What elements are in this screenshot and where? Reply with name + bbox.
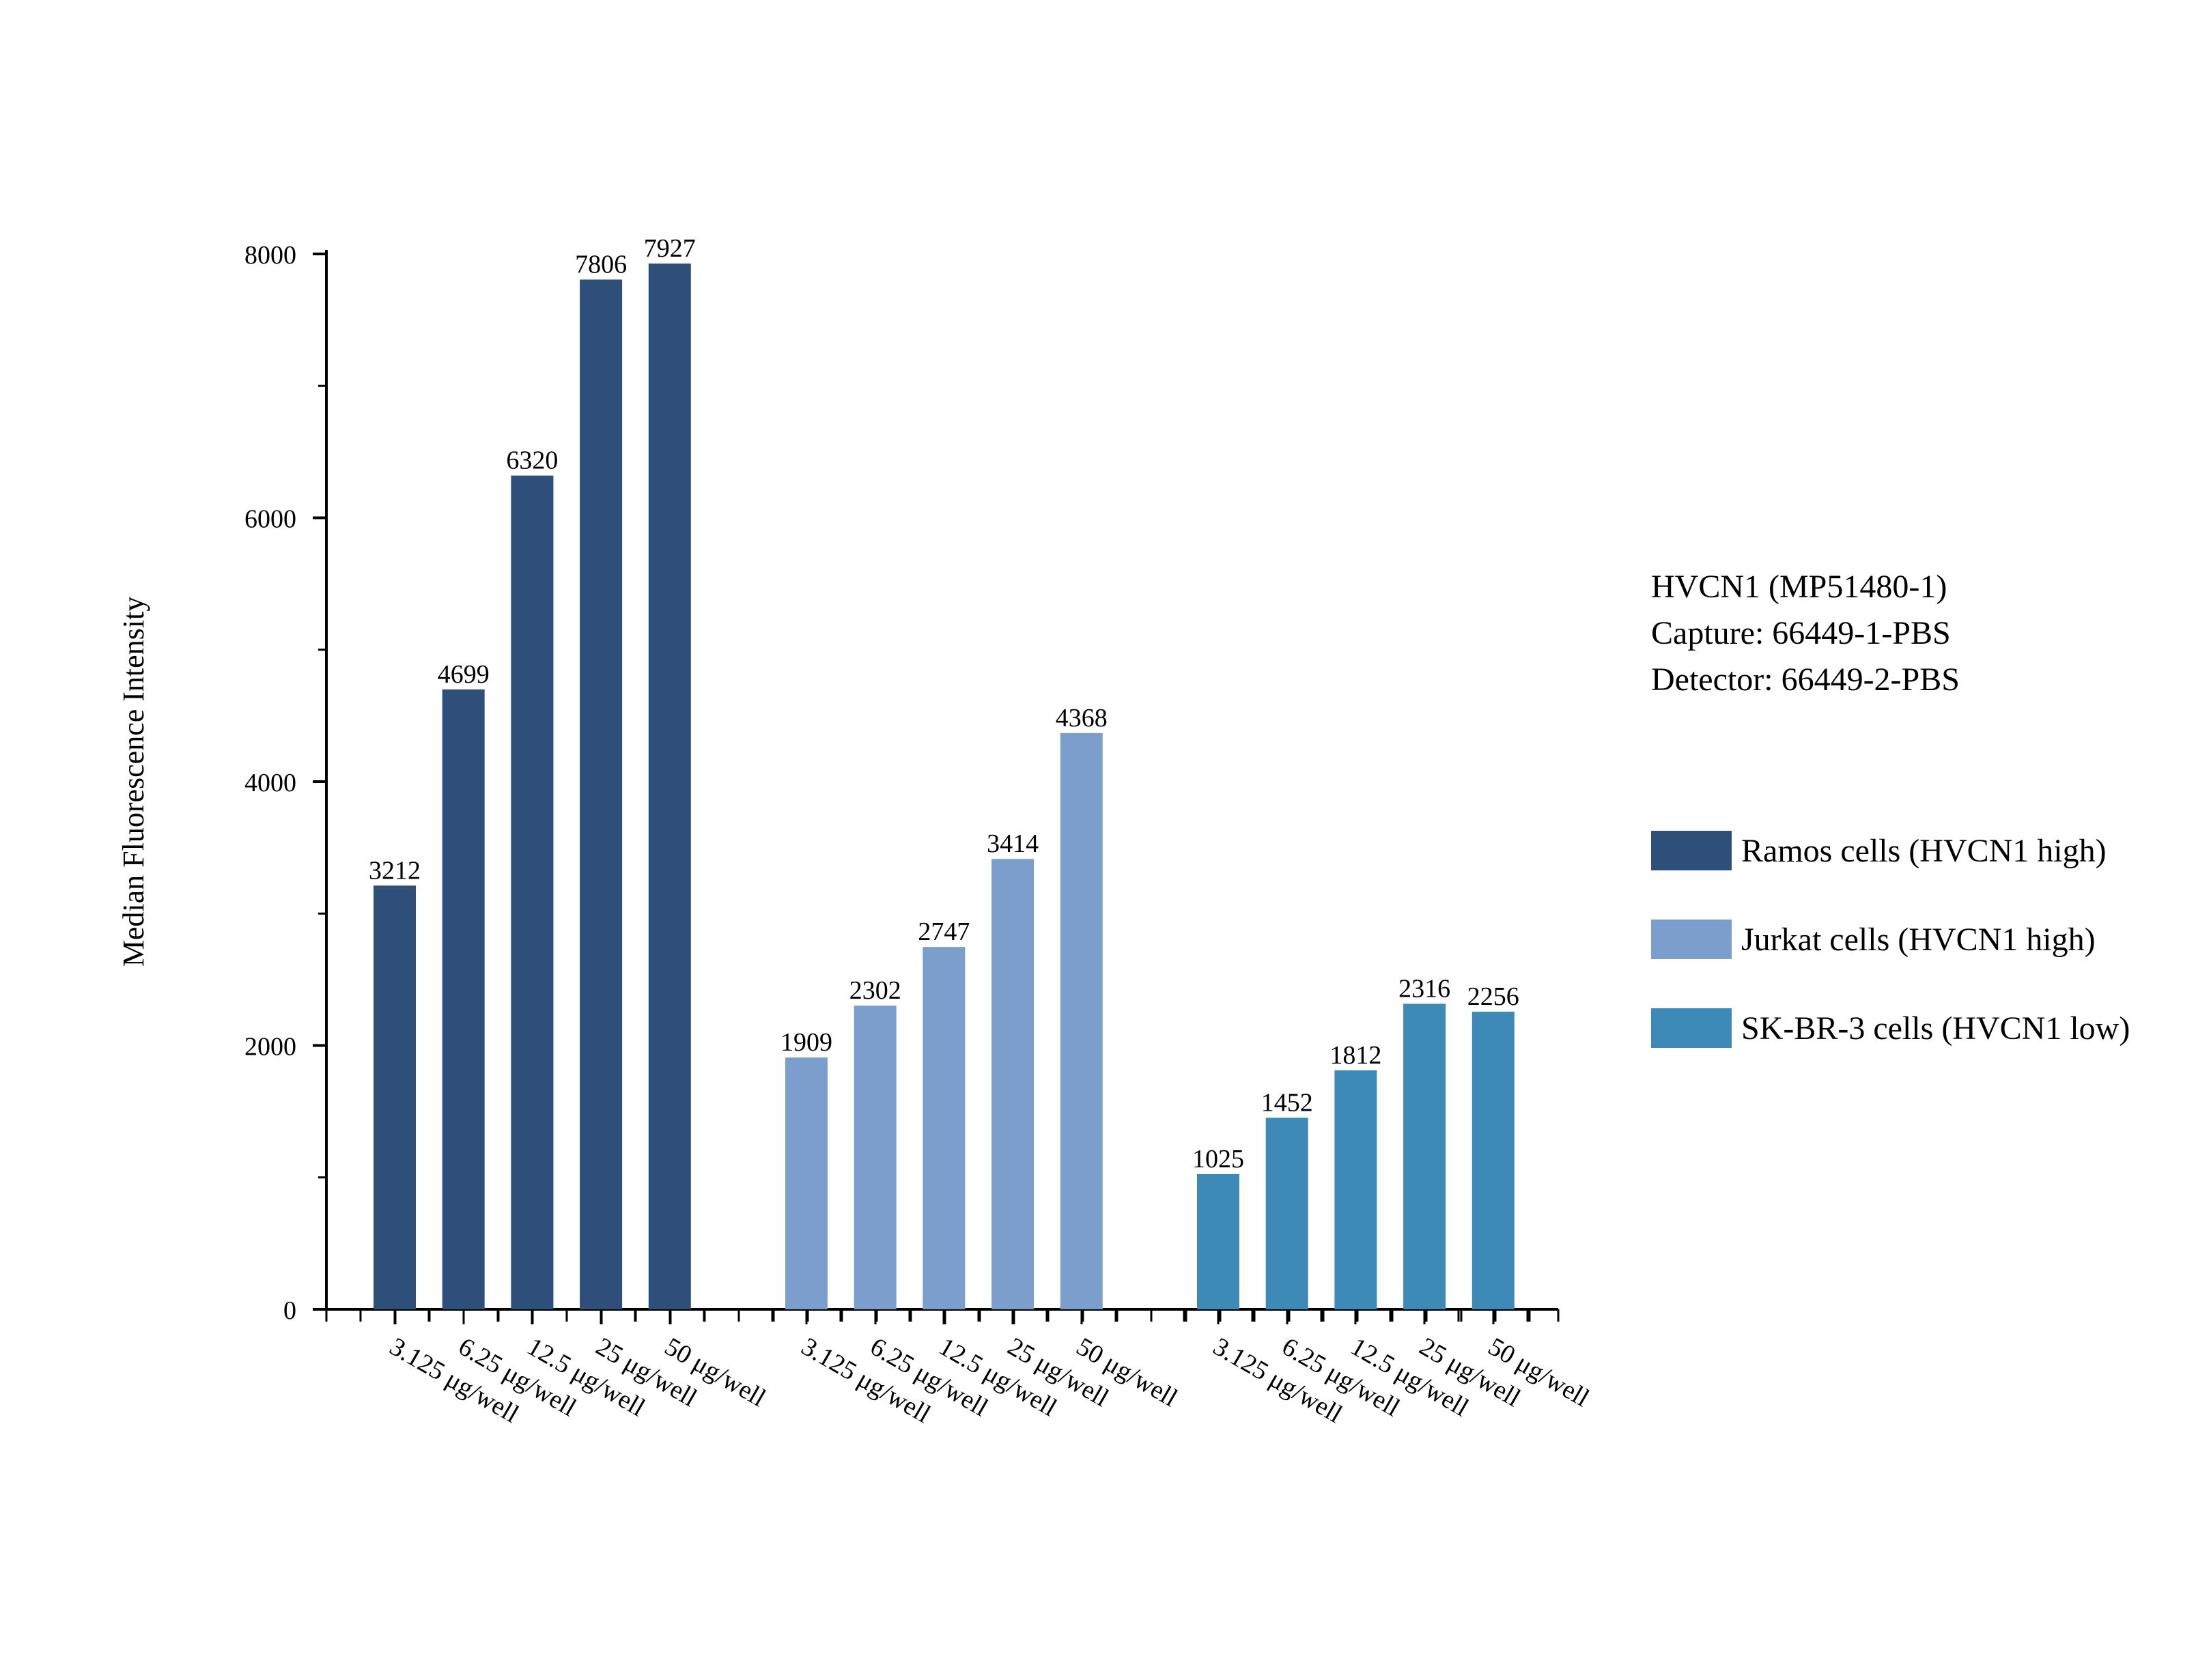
- value-label: 1025: [1192, 1145, 1244, 1173]
- y-axis-label: Median Fluorescence Intensity: [117, 597, 150, 967]
- bar-1-1: [374, 885, 416, 1309]
- info-title: HVCN1 (MP51480-1): [1651, 569, 1947, 605]
- y-axis: 0 2000 4000 6000 8000: [244, 241, 328, 1325]
- value-label: 2302: [849, 976, 901, 1005]
- value-label: 1812: [1329, 1041, 1381, 1070]
- y-tick-label: 6000: [244, 505, 296, 534]
- bar-1-3: [511, 475, 554, 1310]
- legend-swatch-jurkat: [1651, 920, 1732, 959]
- bars: [374, 264, 1515, 1310]
- value-label: 4699: [438, 660, 490, 689]
- bar-2-5: [1060, 732, 1103, 1309]
- x-axis: [325, 1308, 1560, 1324]
- legend-label-ramos: Ramos cells (HVCN1 high): [1741, 832, 2107, 869]
- value-label: 2256: [1467, 982, 1519, 1011]
- legend: Ramos cells (HVCN1 high) Jurkat cells (H…: [1651, 830, 2130, 1096]
- legend-label-jurkat: Jurkat cells (HVCN1 high): [1741, 921, 2096, 958]
- value-label: 1452: [1261, 1088, 1313, 1117]
- value-label: 3414: [987, 829, 1039, 858]
- legend-item-ramos: Ramos cells (HVCN1 high): [1651, 830, 2130, 871]
- bar-2-4: [991, 859, 1034, 1309]
- bar-2-3: [923, 947, 966, 1309]
- value-label: 7806: [575, 250, 627, 279]
- bar-3-4: [1403, 1003, 1446, 1309]
- y-tick-label: 2000: [244, 1033, 296, 1062]
- bar-3-3: [1334, 1070, 1377, 1309]
- legend-item-skbr3: SK-BR-3 cells (HVCN1 low): [1651, 1008, 2130, 1049]
- y-tick-label: 4000: [244, 769, 296, 797]
- value-label: 2747: [918, 917, 970, 946]
- y-tick-label: 0: [283, 1296, 296, 1325]
- value-label: 7927: [644, 234, 696, 263]
- value-labels: 3212 4699 6320 7806 7927 1909 2302 2747 3414 4368…: [369, 234, 1519, 1173]
- value-label: 2316: [1398, 974, 1450, 1003]
- value-label: 4368: [1056, 704, 1108, 732]
- value-label: 6320: [506, 446, 558, 475]
- info-box: HVCN1 (MP51480-1) Capture: 66449-1-PBS D…: [1651, 564, 1960, 703]
- value-label: 3212: [369, 856, 421, 885]
- bar-2-1: [785, 1057, 828, 1309]
- bar-1-4: [580, 279, 623, 1310]
- legend-swatch-skbr3: [1651, 1008, 1732, 1048]
- legend-label-skbr3: SK-BR-3 cells (HVCN1 low): [1741, 1010, 2130, 1047]
- bar-3-2: [1265, 1117, 1308, 1309]
- value-label: 1909: [780, 1028, 832, 1057]
- legend-swatch-ramos: [1651, 831, 1732, 870]
- bar-1-5: [648, 264, 691, 1310]
- bar-3-1: [1197, 1173, 1239, 1309]
- legend-item-jurkat: Jurkat cells (HVCN1 high): [1651, 919, 2130, 960]
- bar-3-5: [1472, 1012, 1515, 1309]
- bar-1-2: [442, 689, 485, 1309]
- y-tick-label: 8000: [244, 241, 296, 270]
- bar-2-2: [854, 1006, 897, 1309]
- info-detector: Detector: 66449-2-PBS: [1651, 661, 1960, 698]
- y-axis-label-group: Median Fluorescence Intensity: [117, 597, 150, 967]
- info-capture: Capture: 66449-1-PBS: [1651, 615, 1951, 651]
